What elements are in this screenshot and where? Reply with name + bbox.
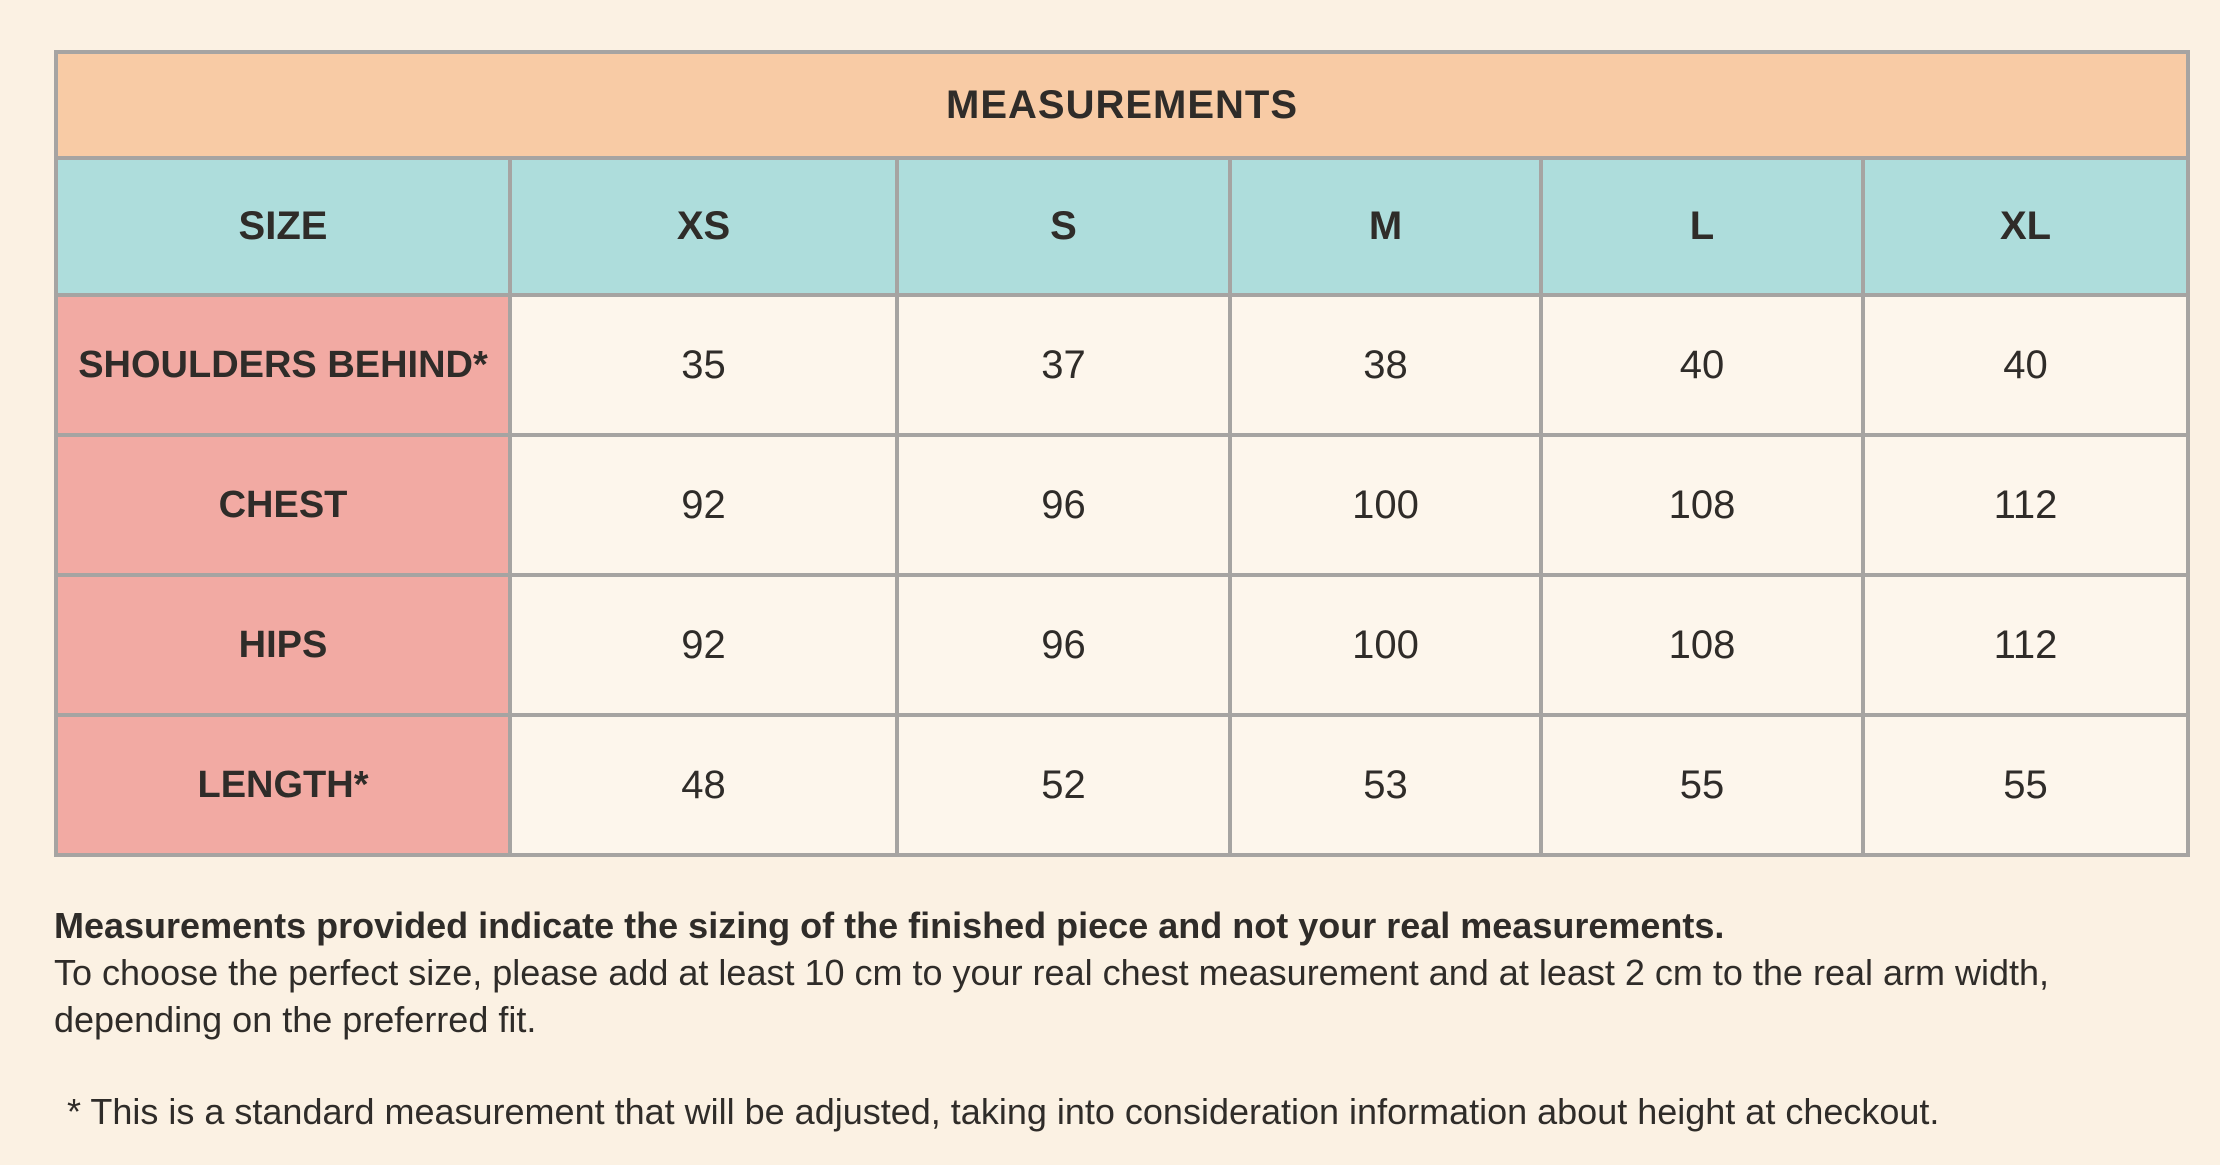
size-label-cell: SIZE [54, 156, 512, 297]
value-cell: 38 [1228, 293, 1543, 437]
table-title: MEASUREMENTS [53, 50, 2191, 160]
measurements-table: MEASUREMENTS SIZE XS S M L XL SHOULDERS … [53, 50, 2191, 857]
value-cell: 92 [508, 433, 899, 577]
size-col-m: M [1228, 156, 1543, 297]
value-cell: 48 [508, 713, 899, 857]
row-label-length: LENGTH* [54, 713, 512, 857]
notes-section: Measurements provided indicate the sizin… [54, 903, 2176, 1136]
table-title-row: MEASUREMENTS [53, 50, 2191, 160]
size-col-l: L [1539, 156, 1865, 297]
value-cell: 55 [1539, 713, 1865, 857]
size-col-xl: XL [1860, 156, 2191, 297]
table-row-chest: CHEST 92 96 100 108 112 [54, 433, 2191, 577]
value-cell: 100 [1228, 573, 1543, 717]
value-cell: 53 [1228, 713, 1543, 857]
value-cell: 112 [1860, 433, 2191, 577]
note-bold-line: Measurements provided indicate the sizin… [54, 905, 1725, 946]
note-footnote: * This is a standard measurement that wi… [67, 1091, 1940, 1133]
value-cell: 92 [508, 573, 899, 717]
note-body-text: To choose the perfect size, please add a… [54, 951, 2050, 1040]
value-cell: 52 [895, 713, 1232, 857]
value-cell: 35 [508, 293, 899, 437]
value-cell: 108 [1539, 433, 1865, 577]
row-label-hips: HIPS [54, 573, 512, 717]
table-row-hips: HIPS 92 96 100 108 112 [54, 573, 2191, 717]
row-label-chest: CHEST [54, 433, 512, 577]
table-row-shoulders: SHOULDERS BEHIND* 35 37 38 40 40 [54, 293, 2191, 437]
value-cell: 37 [895, 293, 1232, 437]
value-cell: 112 [1860, 573, 2191, 717]
value-cell: 40 [1539, 293, 1865, 437]
size-col-s: S [895, 156, 1232, 297]
row-label-shoulders: SHOULDERS BEHIND* [54, 293, 512, 437]
value-cell: 40 [1860, 293, 2191, 437]
table-row-length: LENGTH* 48 52 53 55 55 [54, 713, 2191, 857]
value-cell: 100 [1228, 433, 1543, 577]
value-cell: 55 [1860, 713, 2191, 857]
value-cell: 108 [1539, 573, 1865, 717]
size-col-xs: XS [508, 156, 899, 297]
value-cell: 96 [895, 573, 1232, 717]
value-cell: 96 [895, 433, 1232, 577]
size-header-row: SIZE XS S M L XL [54, 156, 2191, 297]
